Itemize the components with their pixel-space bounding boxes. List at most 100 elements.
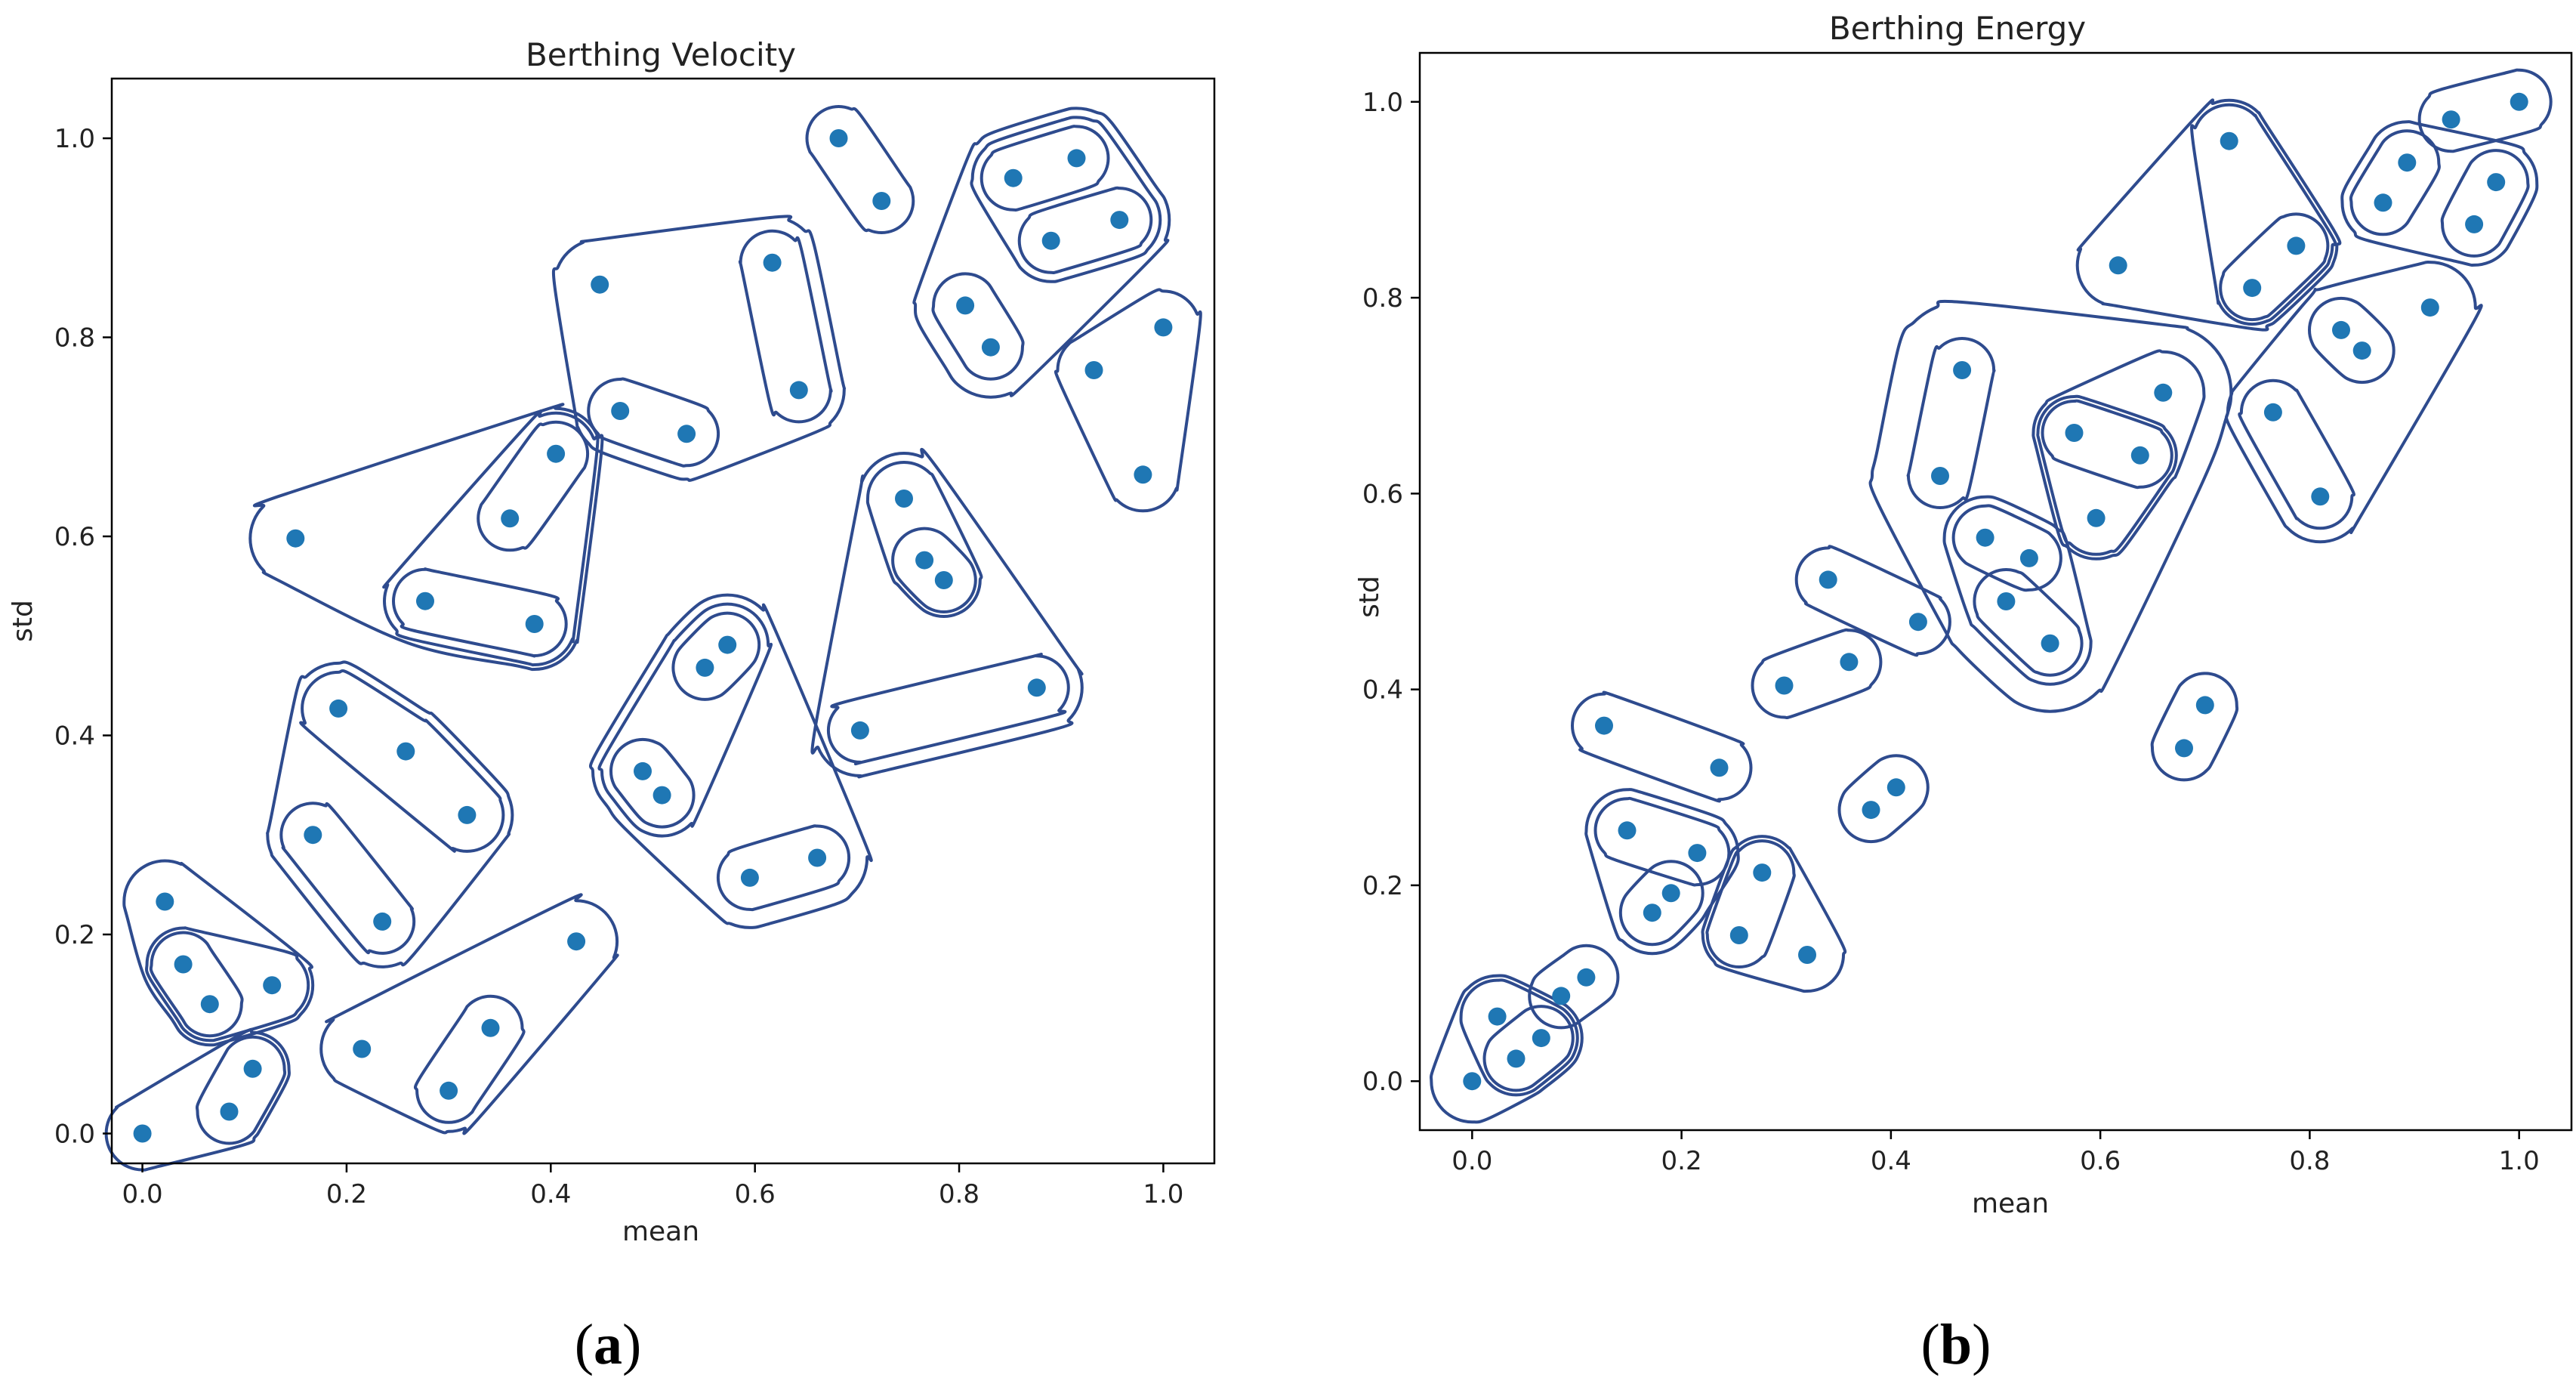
panel-b-letter: b: [1940, 1313, 1972, 1376]
panel-b-cluster-outline: [2031, 349, 2206, 561]
panel-b-cluster-outline: [2340, 120, 2539, 267]
panel-a-data-point: [1110, 211, 1129, 230]
panel-a-data-point: [850, 721, 869, 740]
panel-b-y-axis-title: std: [1354, 576, 1385, 618]
panel-a-cluster-outline: [248, 403, 604, 672]
panel-a-data-point: [329, 699, 348, 718]
panel-a-cluster-outline: [826, 653, 1070, 766]
panel-a-data-point: [174, 955, 193, 974]
panel-b-cluster-outline: [1906, 337, 1996, 509]
panel-b-cluster-outline: [2308, 296, 2396, 385]
panel-a-cluster-outline: [279, 802, 416, 955]
panel-a-cluster-outline: [392, 567, 568, 658]
panel-b-data-point: [2287, 236, 2306, 255]
panel-a-data-point: [934, 571, 953, 589]
panel-b-cluster-outline: [1868, 299, 2233, 713]
panel-b-data-point: [2195, 696, 2214, 715]
panel-b-data-point: [2352, 341, 2371, 360]
panel-b-points: [1463, 92, 2528, 1091]
panel-a-cluster-outline: [145, 926, 310, 1042]
panel-a-data-point: [481, 1018, 500, 1037]
panel-a-y-tick-label: 0.6: [54, 522, 95, 552]
panel-a-data-point: [789, 381, 808, 400]
panel-b-data-point: [1753, 863, 1772, 882]
panel-b-x-tick-label: 1.0: [2499, 1146, 2540, 1176]
panel-a-data-point: [956, 296, 975, 315]
panel-b-x-tick-label: 0.0: [1452, 1146, 1492, 1176]
panel-a-cluster-outline: [587, 377, 720, 468]
panel-a-cluster-outline: [865, 461, 983, 618]
panel-b-data-point: [2332, 320, 2350, 339]
panel-a-cluster-outline: [195, 1035, 287, 1145]
panel-a-cluster-outline: [319, 893, 619, 1135]
panel-a-x-tick-label: 0.8: [939, 1179, 979, 1209]
panel-a-data-point: [440, 1081, 458, 1100]
panel-a-cluster-outline: [589, 593, 873, 929]
panel-a-data-point: [1067, 149, 1086, 168]
panel-b-data-point: [2510, 92, 2528, 111]
panel-a-cluster-outline: [299, 669, 505, 853]
panel-b-data-point: [2087, 508, 2106, 527]
panel-a-data-point: [243, 1059, 262, 1078]
panel-a-cluster-outline: [912, 107, 1171, 399]
panel-a-y-tick-label: 0.4: [54, 721, 95, 752]
panel-a-data-point: [591, 275, 609, 294]
panel-b-data-point: [2154, 383, 2173, 402]
panel-a-cluster-outline: [1017, 186, 1153, 275]
panel-a-x-tick-label: 1.0: [1143, 1179, 1183, 1209]
panel-a-data-point: [501, 509, 520, 528]
panel-b-data-point: [1953, 361, 1972, 379]
panel-b-x-tick-label: 0.4: [1871, 1146, 1911, 1176]
panel-b-y-tick-label: 0.8: [1362, 283, 1403, 314]
panel-b-data-point: [1507, 1049, 1526, 1068]
panel-a-data-point: [458, 805, 477, 824]
panel-a-data-point: [200, 995, 219, 1014]
panel-a-cluster-outline: [891, 527, 977, 613]
panel-a-data-point: [652, 786, 671, 805]
panel-a-data-point: [263, 976, 282, 995]
panel-b-y-tick-label: 1.0: [1362, 88, 1403, 118]
panel-b-data-point: [2243, 279, 2262, 298]
panel-a-data-point: [740, 868, 759, 887]
panel-a-clusters: [104, 105, 1202, 1172]
panel-b-cluster-outline: [2440, 149, 2530, 258]
panel-b-data-point: [1618, 821, 1637, 840]
panel-a-x-ticks: 0.0 0.2 0.4 0.6 0.8 1.0: [122, 1163, 1183, 1209]
panel-a-x-axis-title: mean: [622, 1216, 699, 1247]
panel-a-data-point: [696, 658, 714, 677]
panel-b-data-point: [1552, 987, 1571, 1005]
panel-a-cluster-outline: [413, 994, 526, 1124]
panel-a-cluster-outline: [551, 215, 847, 482]
panel-b-data-point: [1908, 613, 1927, 632]
panel-b-data-point: [2487, 173, 2506, 192]
panel-a-data-point: [763, 253, 782, 272]
panel-a-cluster-outline: [122, 859, 315, 1047]
panel-b-cluster-outline: [1571, 690, 1753, 803]
panel-a-cluster-outline: [738, 229, 833, 424]
panel-a-data-point: [611, 402, 630, 420]
panel-b-cluster-outline: [2150, 672, 2239, 782]
panel-a-cluster-outline: [716, 824, 851, 912]
panel-a-data-point: [547, 444, 566, 463]
panel-b-data-point: [1840, 653, 1859, 672]
panel-b-data-point: [1577, 968, 1596, 987]
panel-a-data-point: [981, 338, 1000, 357]
panel-a-x-tick-label: 0.6: [735, 1179, 776, 1209]
panel-b-data-point: [1688, 844, 1707, 863]
panel-b-cluster-outline: [1705, 839, 1796, 968]
panel-a-x-tick-label: 0.0: [122, 1179, 163, 1209]
panel-a-data-point: [416, 592, 434, 610]
panel-b-data-point: [1931, 467, 1949, 485]
panel-b-y-tick-label: 0.6: [1362, 479, 1403, 509]
panel-a-data-point: [895, 490, 913, 508]
panel-a-cluster-outline: [979, 125, 1110, 212]
panel-a-data-point: [829, 129, 848, 147]
panel-b-data-point: [1488, 1007, 1507, 1026]
panel-b-cluster-outline: [1794, 545, 1951, 657]
panel-b-data-point: [1463, 1072, 1482, 1091]
panel-a-data-point: [677, 425, 696, 443]
panel-b-label: (b): [1921, 1313, 1991, 1376]
panel-b-title: Berthing Energy: [1829, 10, 2086, 47]
panel-a-cluster-outline: [597, 602, 773, 838]
